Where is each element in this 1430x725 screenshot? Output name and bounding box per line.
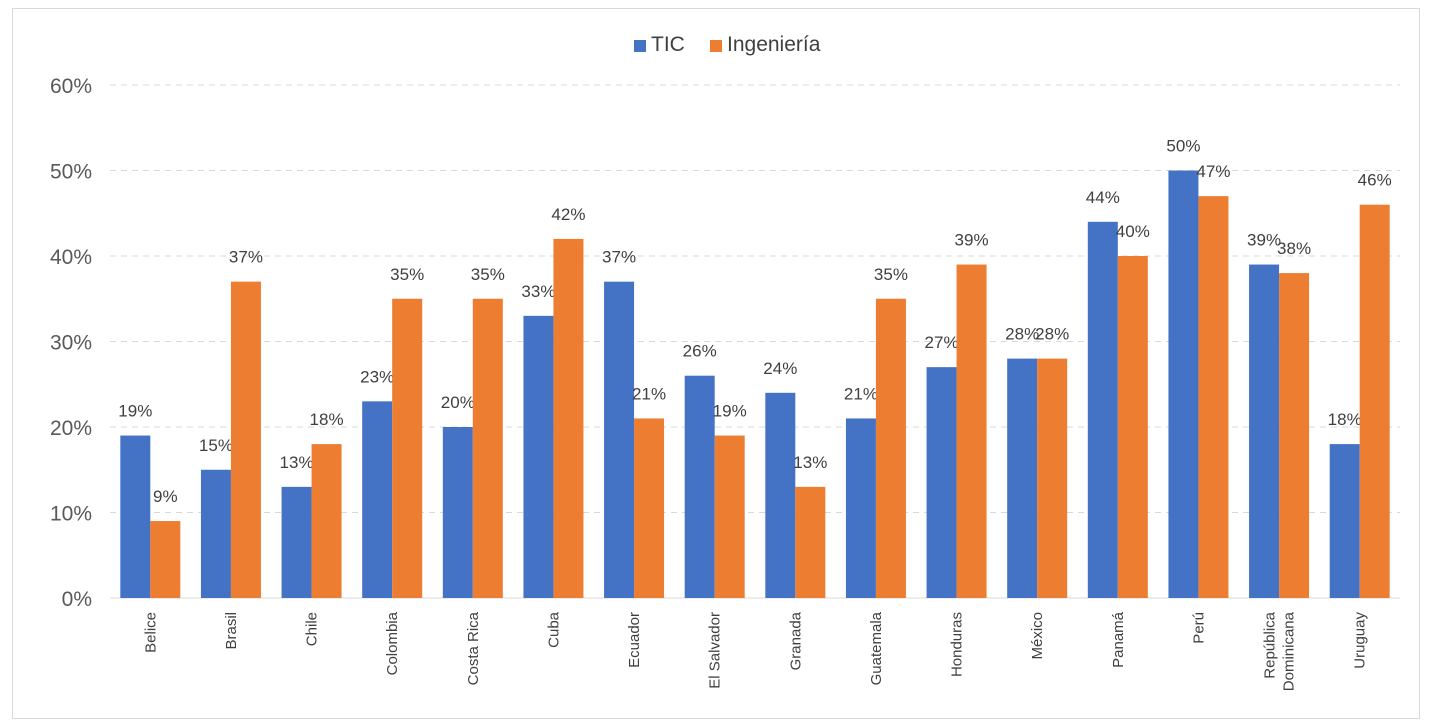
data-label: 46% [1358, 171, 1392, 190]
data-label: 39% [955, 231, 989, 250]
x-tick-label: Perú [1190, 612, 1207, 644]
bar-tic [120, 435, 151, 598]
y-tick-label: 20% [50, 417, 92, 440]
bar-ingeniera [956, 264, 987, 598]
data-label: 37% [229, 248, 263, 267]
x-tick-label: Granada [787, 611, 804, 670]
bar-ingeniera [875, 298, 906, 598]
data-label: 26% [683, 342, 717, 361]
bar-ingeniera [795, 486, 826, 598]
data-label: 28% [1005, 325, 1039, 344]
data-label: 42% [551, 205, 585, 224]
bar-tic [523, 315, 554, 598]
y-tick-label: 40% [50, 246, 92, 269]
x-tick-label: Panamá [1110, 611, 1127, 668]
x-tick-label: Belice [142, 612, 159, 653]
data-label: 21% [844, 384, 878, 403]
legend-label: TIC [651, 33, 685, 56]
x-tick-label: Guatemala [868, 611, 885, 685]
data-label: 47% [1196, 162, 1230, 181]
data-label: 38% [1277, 239, 1311, 258]
x-tick-label: Chile [304, 612, 321, 646]
legend-swatch [634, 40, 646, 52]
data-label: 39% [1247, 231, 1281, 250]
legend-label: Ingeniería [727, 33, 821, 56]
data-label: 21% [632, 384, 666, 403]
data-label: 24% [763, 359, 797, 378]
y-tick-label: 30% [50, 332, 92, 355]
data-label: 28% [1035, 325, 1069, 344]
x-tick-label: Honduras [949, 612, 966, 677]
x-tick-label: Uruguay [1352, 612, 1369, 669]
bar-ingeniera [1198, 196, 1229, 598]
x-tick-label: Ecuador [626, 612, 643, 668]
data-label: 23% [360, 367, 394, 386]
data-label: 13% [280, 453, 314, 472]
bar-ingeniera [392, 298, 423, 598]
bar-tic [684, 375, 715, 598]
bar-tic [200, 469, 231, 598]
x-tick-label: Cuba [545, 611, 562, 648]
bar-ingeniera [1359, 204, 1390, 598]
data-label: 37% [602, 248, 636, 267]
x-tick-label: República [1262, 611, 1279, 678]
y-tick-label: 50% [50, 161, 92, 184]
bar-ingeniera [311, 444, 342, 598]
data-label: 18% [1328, 410, 1362, 429]
bar-tic [765, 392, 796, 598]
bar-ingeniera [150, 521, 181, 598]
y-tick-label: 10% [50, 503, 92, 526]
x-tick-label: Costa Rica [465, 611, 482, 685]
data-label: 13% [793, 453, 827, 472]
data-label: 33% [521, 282, 555, 301]
data-label: 20% [441, 393, 475, 412]
legend-swatch [710, 40, 722, 52]
x-tick-label: El Salvador [707, 612, 724, 689]
bar-ingeniera [472, 298, 503, 598]
bar-ingeniera [1117, 256, 1148, 598]
data-label: 35% [390, 265, 424, 284]
data-label: 40% [1116, 222, 1150, 241]
data-label: 18% [310, 410, 344, 429]
bar-tic [442, 427, 473, 598]
bar-tic [1168, 170, 1199, 598]
bar-ingeniera [230, 281, 261, 598]
data-label: 35% [874, 265, 908, 284]
bar-tic [281, 486, 312, 598]
bar-ingeniera [553, 238, 584, 598]
bar-ingeniera [714, 435, 745, 598]
bar-tic [1249, 264, 1280, 598]
data-label: 44% [1086, 188, 1120, 207]
bar-ingeniera [1037, 358, 1068, 598]
bar-tic [926, 367, 957, 598]
data-label: 15% [199, 436, 233, 455]
data-label: 50% [1166, 137, 1200, 156]
data-label: 35% [471, 265, 505, 284]
bar-ingeniera [1279, 273, 1310, 598]
x-tick-label: Colombia [384, 611, 401, 675]
bar-tic [362, 401, 393, 598]
bar-tic [1087, 221, 1118, 599]
bar-tic [604, 281, 635, 598]
x-tick-label: México [1029, 612, 1046, 660]
x-tick-label: Dominicana [1281, 611, 1298, 691]
x-tick-label: Brasil [223, 612, 240, 650]
data-label: 27% [925, 333, 959, 352]
data-label: 19% [118, 402, 152, 421]
data-label: 9% [153, 487, 178, 506]
data-label: 19% [713, 402, 747, 421]
bar-ingeniera [634, 418, 665, 598]
y-tick-label: 60% [50, 75, 92, 98]
y-tick-label: 0% [62, 588, 92, 611]
bar-tic [1007, 358, 1038, 598]
bar-tic [845, 418, 876, 598]
bar-tic [1329, 444, 1360, 598]
